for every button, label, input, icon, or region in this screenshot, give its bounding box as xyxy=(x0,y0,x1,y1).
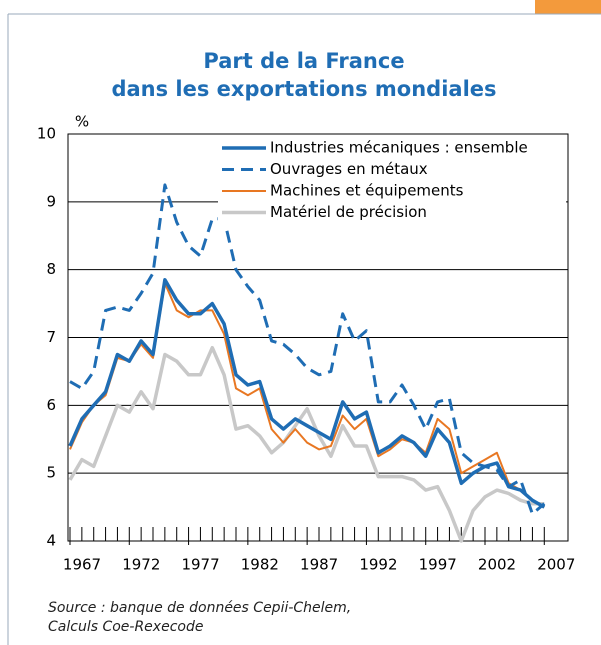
plot-frame xyxy=(67,133,569,542)
chart-title: dans les exportations mondiales xyxy=(111,77,496,101)
y-tick-label: 6 xyxy=(46,396,56,414)
y-tick-label: 9 xyxy=(46,192,56,210)
x-tick-label: 1982 xyxy=(241,556,279,574)
source: Calculs Coe-Rexecode xyxy=(48,619,203,635)
x-tick-label: 1977 xyxy=(181,556,219,574)
series-line xyxy=(69,282,545,508)
x-tick-label: 1972 xyxy=(122,556,160,574)
legend-box xyxy=(218,136,566,226)
y-tick-label: 7 xyxy=(46,328,56,346)
series-line xyxy=(68,345,545,543)
source: Source : banque de données Cepii-Chelem, xyxy=(48,600,351,616)
legend-label: Matériel de précision xyxy=(270,203,427,221)
x-tick-label: 2007 xyxy=(537,556,575,574)
chart-title: Part de la France xyxy=(203,49,404,73)
y-tick-label: 8 xyxy=(46,260,56,278)
x-tick-label: 1967 xyxy=(63,556,101,574)
y-tick-label: 5 xyxy=(46,464,56,482)
x-tick-label: 1992 xyxy=(359,556,397,574)
legend-label: Machines et équipements xyxy=(270,182,464,200)
x-tick-label: 1987 xyxy=(300,556,338,574)
x-tick-label: 2002 xyxy=(478,556,516,574)
y-tick-label: 10 xyxy=(37,125,56,143)
x-tick-label: 1997 xyxy=(419,556,457,574)
series-line xyxy=(69,183,546,516)
series-line xyxy=(68,278,546,509)
legend-label: Industries mécaniques : ensemble xyxy=(270,139,528,157)
y-axis-label: % xyxy=(75,113,89,131)
corner-tab xyxy=(535,0,601,14)
y-tick-label: 4 xyxy=(46,532,56,550)
legend-label: Ouvrages en métaux xyxy=(270,160,428,178)
